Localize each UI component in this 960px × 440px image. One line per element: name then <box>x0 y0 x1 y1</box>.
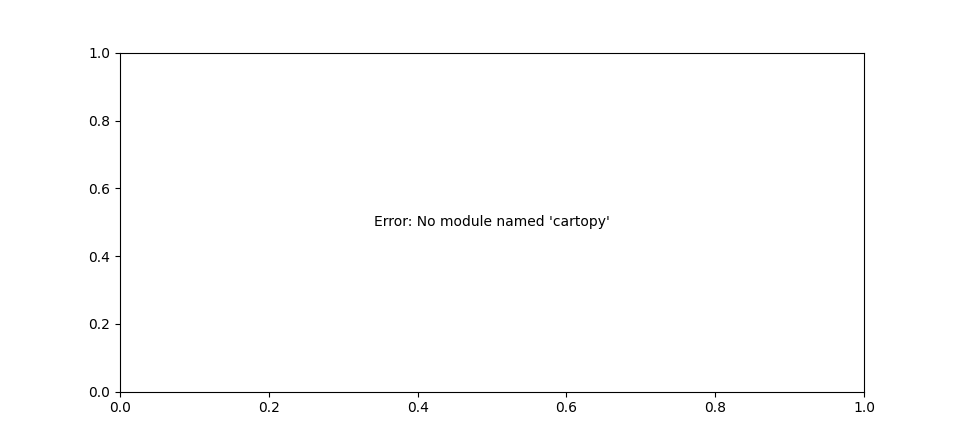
Text: Error: No module named 'cartopy': Error: No module named 'cartopy' <box>374 215 610 229</box>
